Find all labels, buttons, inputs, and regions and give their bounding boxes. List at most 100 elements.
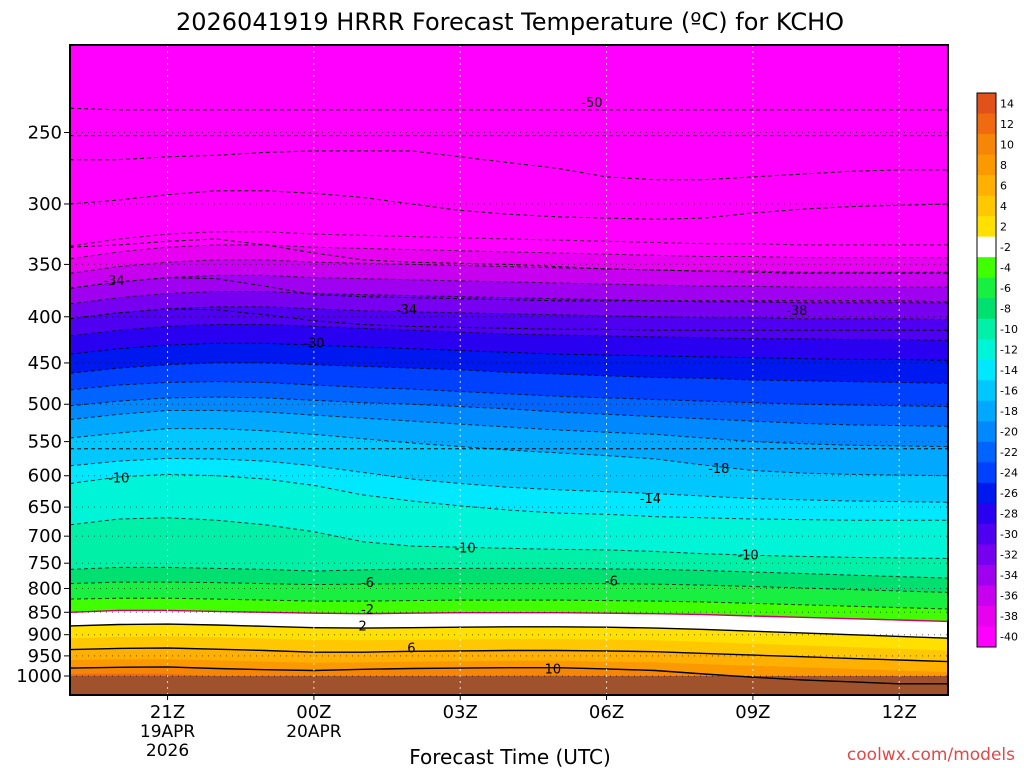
colorbar-swatch: [977, 544, 996, 566]
colorbar-swatch: [977, 277, 996, 299]
isotherm-dashed: [70, 581, 948, 593]
contour-label: -10: [454, 541, 475, 556]
colorbar-swatch: [977, 359, 996, 381]
contour-label: -18: [708, 462, 729, 477]
colorbar-tick-label: -4: [1000, 261, 1011, 274]
chart-title: 2026041919 HRRR Forecast Temperature (ºC…: [176, 8, 844, 36]
surface-ground: [70, 676, 948, 695]
isotherm-dashed: [70, 473, 948, 521]
contour-label: -10: [737, 548, 758, 563]
isotherm-solid: [70, 666, 948, 685]
y-tick-label: 600: [28, 466, 62, 487]
colorbar-swatch: [977, 216, 996, 238]
colorbar-swatch: [977, 421, 996, 443]
contour-label: -38: [786, 304, 807, 319]
contour-label: -6: [605, 575, 618, 590]
contour-label: -14: [640, 492, 661, 507]
y-tick-label: 900: [28, 625, 62, 646]
colorbar-tick-label: -30: [1000, 528, 1018, 541]
contour-label: -34: [103, 274, 124, 289]
colorbar-swatch: [977, 236, 996, 258]
colorbar-swatch: [977, 400, 996, 422]
colorbar-swatch: [977, 339, 996, 361]
isotherm-dashed: [70, 259, 948, 274]
x-tick-label: 06Z: [589, 702, 624, 723]
x-tick-sublabel: 2026: [146, 741, 189, 761]
colorbar-tick-label: -20: [1000, 426, 1018, 439]
colorbar-tick-label: -10: [1000, 323, 1018, 336]
y-tick-label: 550: [28, 432, 62, 453]
colorbar-tick-label: -22: [1000, 446, 1018, 459]
colorbar-swatch: [977, 195, 996, 217]
plot-area: -50 -34 -34 -38 -30 -18 -10 -14 -10 -10 -6 -6 -22 6 10: [69, 44, 949, 696]
isotherm-dashed: [70, 107, 948, 111]
y-axis: 2503003504004505005506006507007508008509…: [16, 122, 70, 687]
colorbar-swatch: [977, 523, 996, 545]
colorbar-swatch: [977, 482, 996, 504]
colorbar-tick-label: -18: [1000, 405, 1018, 418]
y-tick-label: 800: [28, 579, 62, 600]
isotherm-solid: [70, 623, 948, 639]
colorbar-tick-label: -6: [1000, 282, 1011, 295]
colorbar-tick-label: -12: [1000, 343, 1018, 356]
colorbar-tick-label: -16: [1000, 385, 1018, 398]
y-tick-label: 450: [28, 353, 62, 374]
colorbar-tick-label: 8: [1000, 159, 1007, 172]
y-tick-label: 1000: [16, 666, 62, 687]
contour-label: -2: [361, 603, 374, 618]
x-tick-label: 00Z: [296, 702, 331, 723]
contour-label: -34: [396, 303, 417, 318]
colorbar-swatch: [977, 564, 996, 586]
colorbar-swatch: [977, 257, 996, 279]
colorbar-tick-label: 2: [1000, 220, 1007, 233]
y-tick-label: 950: [28, 646, 62, 667]
y-tick-label: 300: [28, 194, 62, 215]
colorbar-swatch: [977, 503, 996, 525]
contour-field: -50 -34 -34 -38 -30 -18 -10 -14 -10 -10 -6 -6 -22 6 10: [70, 45, 948, 695]
isotherm-solid: [70, 647, 948, 663]
contour-label: -30: [303, 336, 324, 351]
colorbar-tick-label: 6: [1000, 179, 1007, 192]
x-tick-label: 21Z: [150, 702, 185, 723]
colorbar-tick-label: 4: [1000, 200, 1007, 213]
colorbar-swatch: [977, 93, 996, 115]
x-tick-sublabel: 19APR: [140, 722, 196, 742]
y-tick-label: 650: [28, 497, 62, 518]
colorbar-tick-label: -26: [1000, 487, 1018, 500]
contour-label: -6: [361, 576, 374, 591]
colorbar: 14 12 10 8 6 4 2 -2 -4 -6 -8 -10 -12 -14 -16 -18 -20 -22 -…: [976, 92, 1018, 648]
colorbar-tick-label: -28: [1000, 508, 1018, 521]
x-axis-label: Forecast Time (UTC): [409, 745, 611, 768]
colorbar-swatch: [977, 605, 996, 627]
colorbar-tick-label: -8: [1000, 302, 1011, 315]
colorbar-swatch: [977, 318, 996, 340]
colorbar-tick-label: 12: [1000, 118, 1014, 131]
colorbar-swatch: [977, 380, 996, 402]
source-credit[interactable]: coolwx.com/models: [847, 745, 1015, 765]
colorbar-swatch: [977, 441, 996, 463]
colorbar-swatch: [977, 298, 996, 320]
colorbar-tick-label: -34: [1000, 569, 1018, 582]
colorbar-swatch: [977, 134, 996, 156]
contour-label: 10: [545, 662, 562, 677]
plot-frame: [69, 44, 949, 696]
isotherm-dashed: [70, 231, 948, 247]
y-tick-label: 400: [28, 307, 62, 328]
colorbar-swatch: [977, 113, 996, 135]
colorbar-tick-label: 10: [1000, 138, 1014, 151]
y-tick-label: 850: [28, 602, 62, 623]
colorbar-tick-label: -24: [1000, 467, 1018, 480]
colorbar-tick-label: -36: [1000, 590, 1018, 603]
contour-label: 6: [407, 641, 415, 656]
colorbar-swatch: [977, 154, 996, 176]
contour-label: -50: [581, 96, 602, 111]
colorbar-tick-label: -14: [1000, 364, 1018, 377]
x-tick-sublabel: 20APR: [286, 722, 342, 742]
x-tick-label: 09Z: [735, 702, 770, 723]
y-tick-label: 350: [28, 254, 62, 275]
colorbar-frame: [976, 92, 997, 648]
colorbar-tick-label: -2: [1000, 241, 1011, 254]
colorbar-swatch: [977, 585, 996, 607]
